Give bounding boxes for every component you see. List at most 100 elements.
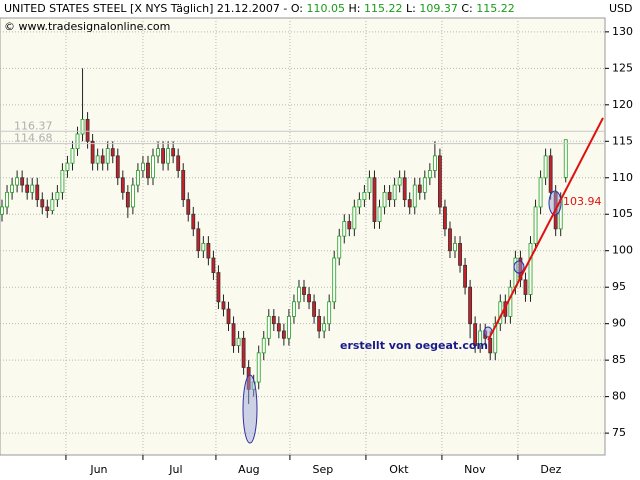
candle-body — [171, 148, 176, 157]
candle-body — [523, 279, 528, 295]
candle-body — [372, 177, 377, 222]
ohlc-label: H: — [349, 2, 361, 15]
candle-body — [161, 148, 165, 164]
y-tick-label: 115 — [612, 134, 633, 147]
x-tick-label: Sep — [313, 463, 334, 476]
candle-body — [417, 184, 422, 193]
candle-body — [563, 139, 568, 178]
candle-body — [206, 243, 211, 259]
candle-body — [186, 199, 191, 215]
ohlc-label: C: — [461, 2, 472, 15]
candle-body — [35, 184, 40, 201]
candle-body — [151, 155, 155, 179]
candle-body — [100, 155, 105, 164]
candle-body — [271, 315, 276, 325]
candle-body — [352, 206, 357, 230]
candle-body — [538, 177, 543, 208]
candle-body — [453, 243, 457, 252]
candle-body — [80, 119, 85, 135]
y-tick-label: 75 — [612, 426, 626, 439]
y-tick-label: 90 — [612, 317, 626, 330]
reference-label: 116.37 — [14, 119, 53, 132]
candle-body — [397, 177, 402, 186]
x-tick-label: Dez — [540, 463, 561, 476]
y-tick-label: 125 — [612, 61, 633, 74]
candle-body — [488, 337, 493, 354]
candle-body — [276, 323, 281, 332]
x-tick-label: Jun — [89, 463, 107, 476]
candle-body — [226, 308, 231, 325]
candle-body — [287, 315, 291, 339]
candle-body — [201, 243, 206, 252]
candle-body — [463, 264, 467, 288]
candle-body — [0, 206, 4, 215]
chart-subtitle: © www.tradesignalonline.com — [4, 20, 170, 33]
candle-body — [20, 177, 25, 186]
candle-body — [191, 213, 196, 230]
plot-area — [0, 17, 606, 456]
candle-body — [50, 199, 55, 212]
trend-label: 103.94 — [563, 195, 602, 208]
candle-body — [10, 184, 14, 193]
candle-body — [382, 191, 387, 208]
y-axis-label: USD — [609, 2, 633, 15]
candle-body — [146, 162, 150, 179]
candle-body — [548, 155, 553, 193]
y-tick-label: 80 — [612, 390, 626, 403]
candle-body — [221, 301, 226, 310]
candle-body — [468, 286, 473, 325]
candle-body — [181, 170, 186, 201]
candle-body — [156, 148, 160, 157]
candle-body — [342, 221, 347, 237]
candle-body — [45, 206, 50, 212]
highlight-ellipse — [242, 374, 258, 444]
ohlc-label: L: — [406, 2, 416, 15]
candle-body — [443, 206, 447, 230]
ohlc-value: 109.37 — [419, 2, 458, 15]
candle-body — [407, 199, 412, 208]
y-tick-label: 110 — [612, 171, 633, 184]
highlight-ellipse — [548, 190, 562, 216]
candle-body — [55, 191, 60, 201]
candle-body — [166, 148, 171, 164]
candle-body — [307, 294, 311, 303]
candle-body — [60, 170, 65, 193]
ohlc-value: 115.22 — [364, 2, 403, 15]
candle-body — [317, 315, 322, 332]
candle-body — [266, 315, 271, 339]
ohlc-value: 115.22 — [476, 2, 515, 15]
y-tick-label: 120 — [612, 98, 633, 111]
ohlc-label: O: — [291, 2, 303, 15]
candle-body — [115, 155, 120, 179]
candle-body — [105, 148, 110, 164]
candle-body — [458, 243, 462, 266]
title: UNITED STATES STEEL [X NYS Täglich] 21.1… — [4, 2, 287, 15]
candles — [0, 68, 568, 404]
candle-body — [357, 199, 362, 208]
reference-label: 114.68 — [14, 132, 53, 145]
x-tick-label: Nov — [464, 463, 486, 476]
candle-body — [261, 337, 266, 354]
candle-body — [75, 133, 80, 149]
x-tick-label: Okt — [389, 463, 409, 476]
candle-body — [130, 184, 135, 208]
candle-body — [196, 228, 201, 252]
candle-body — [292, 301, 296, 317]
candle-body — [347, 221, 352, 230]
candle-body — [256, 352, 261, 383]
candle-body — [392, 184, 397, 201]
candle-body — [422, 177, 427, 193]
candle-body — [5, 191, 9, 208]
chart-header: UNITED STATES STEEL [X NYS Täglich] 21.1… — [4, 2, 515, 15]
candle-body — [120, 177, 125, 193]
y-tick-label: 105 — [612, 207, 633, 220]
candle-body — [508, 286, 513, 317]
candle-body — [136, 170, 140, 186]
candle-body — [110, 148, 115, 157]
candle-body — [533, 206, 538, 244]
candle-body — [528, 243, 533, 295]
y-tick-label: 95 — [612, 280, 626, 293]
candle-body — [141, 162, 145, 171]
